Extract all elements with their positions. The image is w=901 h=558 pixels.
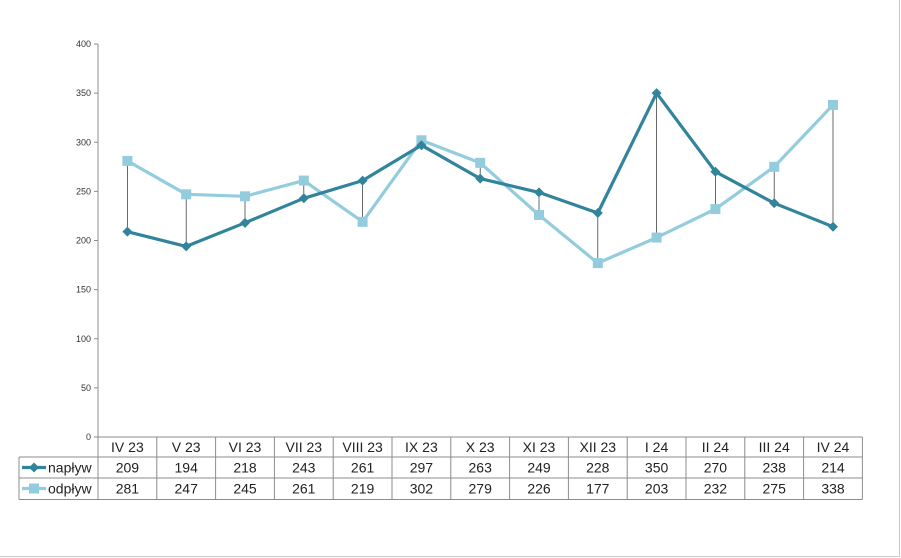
y-tick-label: 150 xyxy=(76,285,91,295)
data-point-diamond xyxy=(181,241,192,252)
legend-key-square xyxy=(29,483,39,494)
data-point-square xyxy=(475,157,486,168)
series-lines xyxy=(122,88,838,269)
table-cell-value: 275 xyxy=(763,481,787,497)
y-tick-label: 0 xyxy=(86,432,91,442)
table-cell-value: 261 xyxy=(351,460,375,476)
y-tick-label: 50 xyxy=(81,383,91,393)
data-point-square xyxy=(534,209,544,220)
y-tick-label: 400 xyxy=(76,39,91,49)
data-point-diamond xyxy=(475,173,486,184)
data-point-square xyxy=(357,216,368,227)
x-category-label: IX 23 xyxy=(405,439,438,455)
data-point-diamond xyxy=(828,221,838,232)
x-category-label: IV 24 xyxy=(817,439,850,455)
data-point-square xyxy=(592,258,603,269)
table-cell-value: 203 xyxy=(645,481,669,497)
data-table: IV 23 V 23 VI 23 VII 23 VIII 23 IX 23 X 23 XI 2… xyxy=(18,436,863,500)
data-point-diamond xyxy=(122,226,133,237)
x-category-label: VII 23 xyxy=(286,439,323,455)
data-point-square xyxy=(240,191,250,202)
table-cell-value: 297 xyxy=(410,460,434,476)
x-category-label: II 24 xyxy=(702,439,729,455)
data-point-diamond xyxy=(298,193,309,204)
table-cell-value: 243 xyxy=(292,460,316,476)
x-category-label: X 23 xyxy=(466,439,495,455)
table-cell-value: 245 xyxy=(233,481,257,497)
data-point-square xyxy=(181,189,192,200)
table-cell-value: 281 xyxy=(116,481,140,497)
data-point-diamond xyxy=(710,166,721,177)
table-cell-value: 302 xyxy=(410,481,434,497)
table-cell-value: 247 xyxy=(175,481,199,497)
data-point-square xyxy=(769,161,780,172)
y-tick-label: 300 xyxy=(76,137,91,147)
legend-series-name: napływ xyxy=(48,460,92,476)
x-category-label: XII 23 xyxy=(580,439,617,455)
series-line-odplyw xyxy=(126,103,835,265)
data-point-square xyxy=(710,204,721,215)
legend-series-name: odpływ xyxy=(48,481,92,497)
table-cell-value: 226 xyxy=(527,481,551,497)
table-cell-value: 232 xyxy=(704,481,728,497)
table-cell-value: 238 xyxy=(763,460,787,476)
x-category-label: III 24 xyxy=(759,439,790,455)
table-cell-value: 263 xyxy=(469,460,493,476)
y-tick-label: 100 xyxy=(76,334,91,344)
data-point-square xyxy=(651,232,662,243)
data-point-diamond xyxy=(240,217,250,228)
table-cell-value: 177 xyxy=(586,481,610,497)
table-cell-value: 350 xyxy=(645,460,669,476)
x-category-label: V 23 xyxy=(172,439,201,455)
table-cell-value: 338 xyxy=(821,481,845,497)
table-cell-value: 279 xyxy=(469,481,493,497)
y-tick-label: 200 xyxy=(76,236,91,246)
table-cell-value: 249 xyxy=(527,460,551,476)
table-cell-value: 209 xyxy=(116,460,140,476)
x-category-label: VI 23 xyxy=(229,439,262,455)
table-cell-value: 218 xyxy=(233,460,257,476)
x-category-label: VIII 23 xyxy=(342,439,383,455)
data-point-diamond xyxy=(534,187,544,198)
table-cell-value: 214 xyxy=(821,460,845,476)
x-category-label: I 24 xyxy=(645,439,669,455)
data-point-square xyxy=(298,175,309,186)
data-point-square xyxy=(828,99,838,110)
table-cell-value: 194 xyxy=(175,460,199,476)
data-point-square xyxy=(122,155,133,166)
data-point-diamond xyxy=(651,88,662,99)
data-point-diamond xyxy=(769,198,780,209)
x-category-label: IV 23 xyxy=(111,439,144,455)
axes: 0 50 100 150 200 250 300 350 400 xyxy=(76,39,99,442)
table-cell-value: 219 xyxy=(351,481,375,497)
data-point-diamond xyxy=(592,207,603,218)
legend-key-diamond xyxy=(29,462,39,473)
data-point-diamond xyxy=(416,140,427,151)
y-tick-label: 350 xyxy=(76,88,91,98)
y-tick-label: 250 xyxy=(76,186,91,196)
table-cell-value: 228 xyxy=(586,460,610,476)
data-point-diamond xyxy=(357,175,368,186)
table-cell-value: 261 xyxy=(292,481,316,497)
table-cell-value: 270 xyxy=(704,460,728,476)
x-category-label: XI 23 xyxy=(523,439,556,455)
